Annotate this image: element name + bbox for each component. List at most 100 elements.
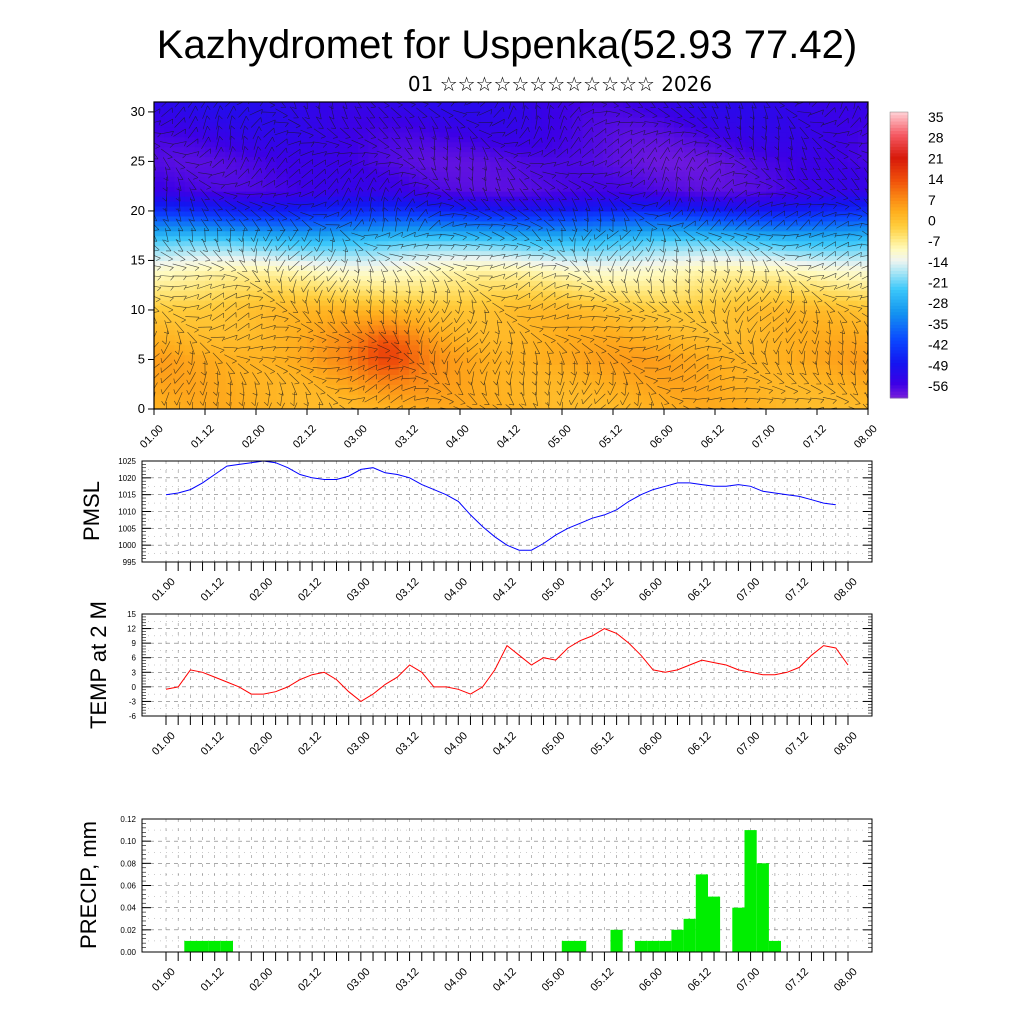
- heat-cell: [755, 106, 767, 113]
- heat-cell: [245, 334, 257, 341]
- heat-cell: [256, 210, 267, 217]
- heat-cell: [745, 111, 757, 118]
- heat-cell: [755, 141, 767, 148]
- heat-cell: [358, 260, 369, 266]
- heat-cell: [837, 106, 849, 113]
- heat-cell: [266, 265, 277, 271]
- heat-cell: [704, 265, 716, 271]
- heat-cell: [664, 240, 675, 247]
- heat-cell: [276, 295, 288, 301]
- heat-cell: [296, 131, 308, 138]
- heat-cell: [215, 166, 226, 172]
- heat-cell: [429, 245, 441, 252]
- heat-cell: [184, 210, 196, 217]
- heat-cell: [745, 394, 757, 400]
- heat-cell: [419, 309, 430, 316]
- heat-cell: [409, 131, 420, 138]
- heat-cell: [215, 126, 226, 133]
- heat-cell: [398, 255, 410, 262]
- heat-cell: [235, 106, 247, 113]
- heat-cell: [235, 205, 247, 212]
- heat-cell: [684, 215, 696, 222]
- heat-cell: [154, 344, 165, 351]
- heat-cell: [511, 394, 522, 400]
- heat-cell: [847, 305, 859, 311]
- heat-cell: [653, 151, 665, 158]
- heat-cell: [541, 270, 553, 276]
- heat-cell: [511, 344, 522, 351]
- heat-cell: [429, 265, 441, 271]
- heat-cell: [755, 344, 767, 351]
- heat-cell: [480, 215, 492, 222]
- heat-cell: [694, 319, 706, 326]
- heat-cell: [817, 384, 828, 390]
- heat-cell: [735, 151, 747, 158]
- heat-cell: [460, 166, 471, 172]
- heat-cell: [225, 295, 237, 301]
- colorbar-cell: [890, 359, 908, 364]
- heat-cell: [337, 260, 349, 266]
- heat-cell: [154, 384, 165, 390]
- heat-cell: [745, 255, 757, 262]
- heat-cell: [184, 384, 196, 390]
- heat-cell: [347, 329, 359, 336]
- heat-cell: [511, 290, 522, 296]
- heat-cell: [429, 186, 441, 192]
- heat-cell: [623, 171, 634, 177]
- heat-cell: [623, 379, 634, 385]
- heat-cell: [194, 354, 206, 361]
- heat-cell: [847, 136, 859, 143]
- heat-cell: [551, 116, 563, 123]
- heat-cell: [715, 240, 726, 247]
- heat-cell: [225, 235, 237, 242]
- heat-cell: [796, 191, 808, 197]
- heat-cell: [205, 250, 216, 257]
- heat-cell: [409, 220, 420, 227]
- heat-cell: [531, 166, 543, 172]
- heat-cell: [154, 339, 165, 346]
- heat-cell: [745, 280, 757, 286]
- heat-cell: [276, 309, 288, 316]
- heat-cell: [307, 314, 318, 321]
- heat-cell: [541, 300, 553, 306]
- colorbar-cell: [890, 385, 908, 389]
- heat-cell: [766, 116, 777, 123]
- heat-cell: [460, 230, 471, 237]
- heat-cell: [225, 290, 237, 296]
- heat-cell: [388, 324, 400, 331]
- heat-cell: [725, 181, 736, 187]
- heat-cell: [623, 201, 634, 207]
- heat-cell: [592, 314, 604, 321]
- heat-cell: [409, 106, 420, 113]
- heat-cell: [725, 106, 736, 113]
- heat-cell: [541, 389, 553, 395]
- heat-cell: [664, 270, 675, 276]
- heat-cell: [664, 161, 675, 167]
- heat-cell: [184, 201, 196, 207]
- heat-cell: [419, 324, 430, 331]
- heat-cell: [602, 196, 614, 202]
- heat-cell: [694, 270, 706, 276]
- heat-cell: [174, 156, 186, 163]
- heat-cell: [684, 374, 696, 380]
- heat-cell: [551, 230, 563, 237]
- heat-cell: [296, 121, 308, 128]
- heat-cell: [317, 305, 328, 311]
- heat-cell: [480, 290, 492, 296]
- colorbar-cell: [890, 118, 908, 123]
- heat-cell: [643, 235, 655, 242]
- heat-cell: [164, 230, 175, 237]
- heat-cell: [174, 225, 186, 232]
- heat-cell: [225, 255, 237, 262]
- heat-cell: [337, 329, 349, 336]
- heat-cell: [735, 285, 747, 291]
- heat-cell: [715, 339, 726, 346]
- heat-cell: [827, 136, 838, 143]
- heat-cell: [347, 394, 359, 400]
- heat-cell: [796, 394, 808, 400]
- heat-cell: [368, 295, 379, 301]
- heat-cell: [857, 176, 868, 182]
- heat-cell: [715, 141, 726, 148]
- heat-cell: [256, 339, 267, 346]
- heat-cell: [215, 186, 226, 192]
